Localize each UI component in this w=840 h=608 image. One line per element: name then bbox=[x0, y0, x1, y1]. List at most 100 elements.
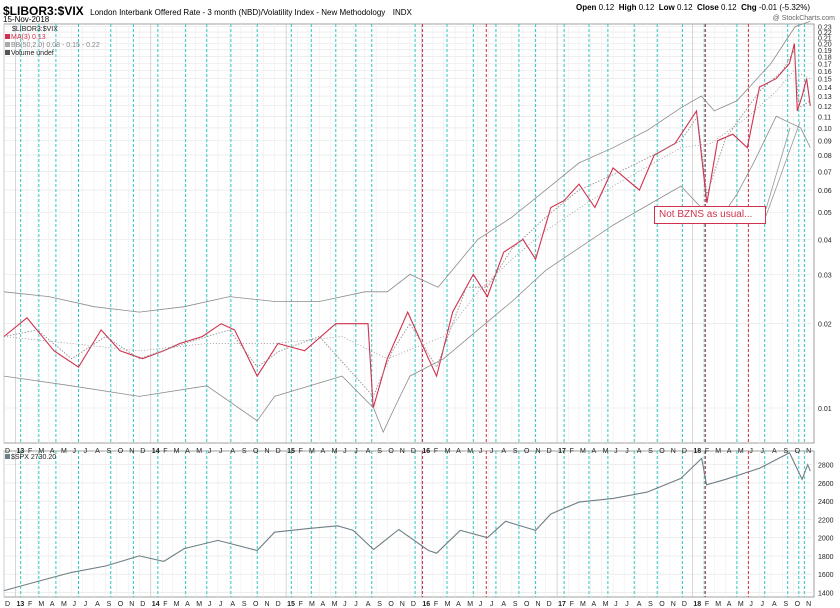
main-x-tick-label: A bbox=[366, 448, 371, 455]
main-x-tick-label: 15 bbox=[287, 448, 295, 455]
close-label: Close bbox=[697, 3, 719, 12]
legend-main: $LIBOR3:$VIX bbox=[12, 26, 58, 33]
spx-x-tick-label: A bbox=[727, 601, 732, 608]
chg-value: -0.01 (-5.32%) bbox=[758, 3, 810, 12]
main-x-tick-label: M bbox=[738, 448, 744, 455]
main-x-tick-label: A bbox=[772, 448, 777, 455]
spx-y-tick-label: 2800 bbox=[818, 463, 834, 470]
legend-spx-swatch bbox=[5, 454, 10, 459]
main-x-tick-label: 13 bbox=[16, 448, 24, 455]
spx-x-tick-label: N bbox=[129, 601, 134, 608]
main-x-tick-label: J bbox=[72, 448, 76, 455]
annotation-arrow bbox=[765, 121, 801, 217]
spx-x-tick-label: A bbox=[95, 601, 100, 608]
spx-x-tick-label: M bbox=[603, 601, 609, 608]
main-x-tick-label: J bbox=[354, 448, 358, 455]
main-y-tick-label: 0.12 bbox=[818, 104, 832, 111]
annotation-text: Not BZNS as usual... bbox=[659, 209, 753, 220]
spx-x-tick-label: O bbox=[253, 601, 259, 608]
main-x-tick-label: A bbox=[95, 448, 100, 455]
spx-x-tick-label: O bbox=[795, 601, 801, 608]
main-y-tick-label: 0.18 bbox=[818, 54, 832, 61]
main-y-tick-label: 0.20 bbox=[818, 42, 832, 49]
main-y-tick-label: 0.10 bbox=[818, 126, 832, 133]
spx-x-tick-label: O bbox=[524, 601, 530, 608]
bb-upper-line bbox=[3, 21, 811, 313]
main-x-tick-label: J bbox=[761, 448, 765, 455]
watermark: @ StockCharts.com bbox=[772, 15, 835, 22]
main-x-tick-label: S bbox=[242, 448, 247, 455]
spx-x-tick-label: N bbox=[806, 601, 811, 608]
main-y-tick-label: 0.01 bbox=[818, 406, 832, 413]
open-label: Open bbox=[575, 3, 597, 12]
spx-x-tick-label: J bbox=[84, 601, 88, 608]
spx-x-tick-label: D bbox=[276, 601, 281, 608]
chart-date: 15-Nov-2018 bbox=[3, 15, 50, 24]
main-x-tick-label: S bbox=[107, 448, 112, 455]
main-x-tick-label: F bbox=[434, 448, 438, 455]
spx-x-tick-label: 17 bbox=[558, 601, 566, 608]
spx-x-tick-label: M bbox=[174, 601, 180, 608]
spx-x-tick-label: J bbox=[625, 601, 629, 608]
axes-layer: 0.230.220.210.200.190.180.170.160.150.14… bbox=[5, 25, 834, 608]
spx-x-tick-label: A bbox=[320, 601, 325, 608]
main-x-tick-label: M bbox=[445, 448, 451, 455]
spx-x-tick-label: O bbox=[659, 601, 665, 608]
spx-x-tick-label: F bbox=[163, 601, 167, 608]
close-value: 0.12 bbox=[721, 3, 737, 12]
main-x-tick-label: O bbox=[388, 448, 394, 455]
main-x-tick-label: O bbox=[795, 448, 801, 455]
spx-x-tick-label: M bbox=[309, 601, 315, 608]
spx-x-tick-label: S bbox=[513, 601, 518, 608]
main-y-tick-label: 0.09 bbox=[818, 139, 832, 146]
main-y-tick-label: 0.21 bbox=[818, 36, 832, 43]
main-x-tick-label: J bbox=[343, 448, 347, 455]
main-x-tick-label: F bbox=[299, 448, 303, 455]
main-x-tick-label: D bbox=[5, 448, 10, 455]
spx-x-tick-label: J bbox=[208, 601, 212, 608]
bb-middle-line bbox=[3, 70, 811, 360]
main-y-tick-label: 0.14 bbox=[818, 85, 832, 92]
main-x-tick-label: F bbox=[163, 448, 167, 455]
spx-x-tick-label: M bbox=[467, 601, 473, 608]
main-x-tick-label: F bbox=[570, 448, 574, 455]
spx-x-tick-label: F bbox=[28, 601, 32, 608]
main-x-tick-label: D bbox=[140, 448, 145, 455]
main-x-tick-label: S bbox=[377, 448, 382, 455]
spx-x-tick-label: 14 bbox=[152, 601, 160, 608]
main-x-tick-label: D bbox=[276, 448, 281, 455]
spx-x-tick-label: M bbox=[738, 601, 744, 608]
main-x-tick-label: A bbox=[727, 448, 732, 455]
main-x-tick-label: S bbox=[648, 448, 653, 455]
main-x-tick-label: J bbox=[490, 448, 494, 455]
spx-x-tick-label: S bbox=[648, 601, 653, 608]
spx-x-tick-label: M bbox=[580, 601, 586, 608]
spx-y-tick-label: 1400 bbox=[818, 590, 834, 597]
main-x-tick-label: O bbox=[253, 448, 259, 455]
main-x-tick-label: 14 bbox=[152, 448, 160, 455]
main-y-tick-label: 0.16 bbox=[818, 69, 832, 76]
main-x-tick-label: 17 bbox=[558, 448, 566, 455]
main-x-tick-label: M bbox=[196, 448, 202, 455]
legend-ma: MA(3) 0.13 bbox=[11, 34, 46, 41]
spx-x-tick-label: F bbox=[434, 601, 438, 608]
spx-x-tick-label: 15 bbox=[287, 601, 295, 608]
spx-x-tick-label: M bbox=[38, 601, 44, 608]
spx-x-tick-label: A bbox=[366, 601, 371, 608]
series-layer bbox=[3, 21, 811, 592]
chart-header: $LIBOR3:$VIX London Interbank Offered Ra… bbox=[3, 2, 837, 26]
spx-x-tick-label: D bbox=[5, 601, 10, 608]
chg-label: Chg bbox=[741, 3, 757, 12]
main-x-tick-label: A bbox=[230, 448, 235, 455]
main-y-tick-label: 0.07 bbox=[818, 169, 832, 176]
spx-x-tick-label: A bbox=[456, 601, 461, 608]
ma-series-line bbox=[3, 48, 811, 398]
spx-x-tick-label: M bbox=[715, 601, 721, 608]
spx-x-tick-label: A bbox=[50, 601, 55, 608]
grid-layer bbox=[3, 23, 815, 598]
spx-x-tick-label: A bbox=[637, 601, 642, 608]
bb-lower-line bbox=[3, 115, 811, 434]
main-y-tick-label: 0.06 bbox=[818, 188, 832, 195]
main-x-tick-label: A bbox=[185, 448, 190, 455]
